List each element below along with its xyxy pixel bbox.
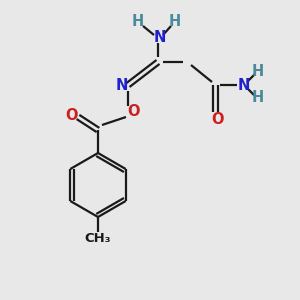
- Text: O: O: [128, 104, 140, 119]
- Text: N: N: [116, 77, 128, 92]
- Text: H: H: [132, 14, 144, 29]
- Text: H: H: [252, 91, 264, 106]
- Text: N: N: [154, 31, 166, 46]
- Text: N: N: [238, 77, 250, 92]
- Text: H: H: [252, 64, 264, 80]
- Text: O: O: [211, 112, 223, 128]
- Text: H: H: [169, 14, 181, 29]
- Text: O: O: [66, 107, 78, 122]
- Text: CH₃: CH₃: [85, 232, 111, 245]
